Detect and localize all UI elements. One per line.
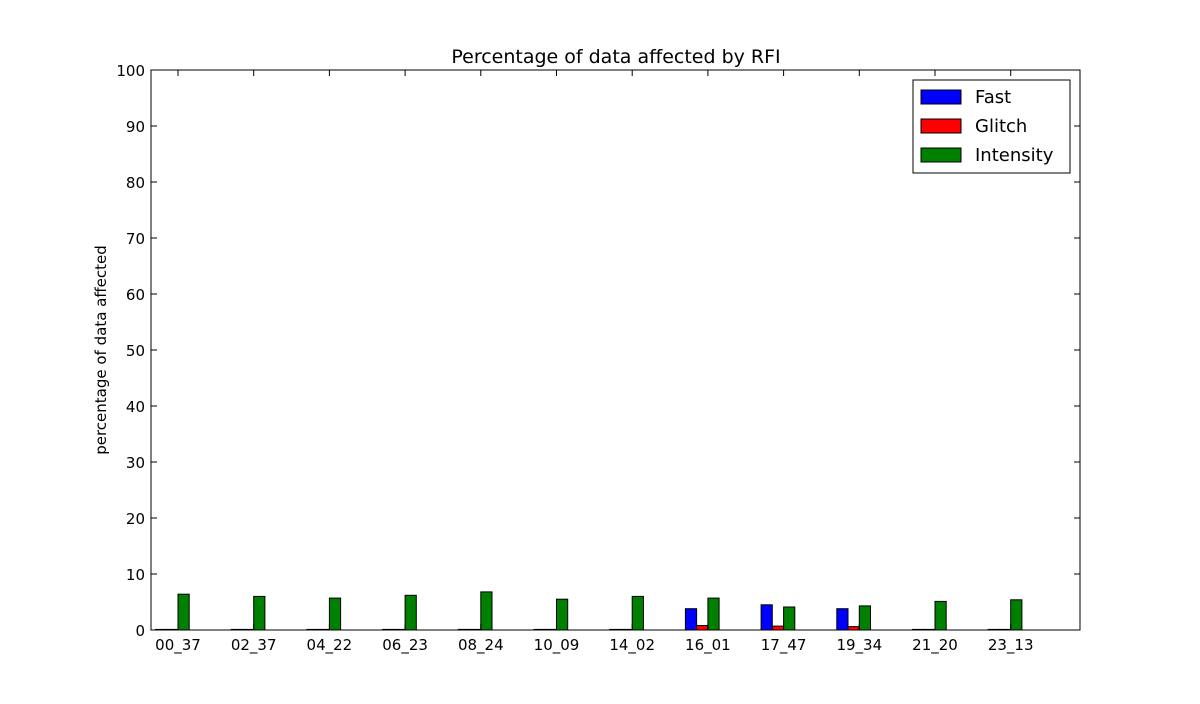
legend-swatch-intensity (920, 147, 962, 163)
bar-glitch-16_01 (696, 625, 709, 631)
bar-intensity-21_20 (934, 600, 947, 631)
x-tick-label: 19_34 (836, 636, 882, 655)
legend-label-glitch: Glitch (975, 116, 1027, 137)
plot-frame (150, 69, 1081, 631)
x-tick-label: 16_01 (685, 636, 731, 655)
y-tick-label: 60 (126, 286, 145, 304)
ticks-layer: 0 10 20 30 40 50 60 70 80 90 100 00_37 02_37 04_22 06_… (116, 62, 1080, 655)
bar-fast-16_01 (684, 608, 698, 631)
bar-intensity-10_09 (556, 598, 569, 631)
y-tick-label: 80 (126, 174, 145, 192)
x-tick-label: 06_23 (382, 636, 428, 655)
x-tick-label: 17_47 (761, 636, 807, 655)
legend-swatch-glitch (920, 118, 962, 134)
y-tick-label: 50 (126, 342, 145, 360)
bar-glitch-19_34 (847, 626, 860, 631)
y-tick-label: 0 (135, 622, 145, 640)
y-tick-label: 30 (126, 454, 145, 472)
y-axis-label: percentage of data affected (92, 245, 110, 455)
y-tick-label: 90 (126, 118, 145, 136)
bars-layer (155, 591, 1023, 631)
bar-intensity-14_02 (631, 595, 644, 631)
bar-intensity-17_47 (783, 606, 796, 631)
x-tick-label: 00_37 (155, 636, 201, 655)
y-tick-label: 40 (126, 398, 145, 416)
x-tick-label: 02_37 (231, 636, 277, 655)
y-tick-label: 10 (126, 566, 145, 584)
legend-label-fast: Fast (975, 87, 1011, 108)
x-tick-label: 04_22 (307, 636, 353, 655)
bar-glitch-17_47 (771, 625, 784, 631)
y-tick-label: 20 (126, 510, 145, 528)
bar-intensity-04_22 (328, 597, 342, 631)
bar-intensity-19_34 (858, 605, 871, 631)
x-tick-label: 21_20 (912, 636, 958, 655)
bar-fast-19_34 (836, 608, 849, 631)
bar-intensity-02_37 (253, 595, 266, 631)
chart-title: Percentage of data affected by RFI (451, 46, 780, 68)
bar-intensity-23_13 (1010, 599, 1023, 631)
x-tick-label: 08_24 (458, 636, 504, 655)
bar-intensity-16_01 (707, 597, 720, 631)
x-tick-label: 14_02 (609, 636, 655, 655)
bar-intensity-06_23 (404, 594, 417, 631)
legend-label-intensity: Intensity (975, 145, 1054, 166)
legend-swatch-fast (920, 89, 962, 105)
y-tick-label: 100 (116, 62, 145, 80)
bar-fast-17_47 (760, 604, 773, 631)
y-tick-label: 70 (126, 230, 145, 248)
x-tick-label: 10_09 (534, 636, 580, 655)
x-tick-label: 23_13 (988, 636, 1034, 655)
bar-intensity-08_24 (480, 591, 493, 631)
bar-intensity-00_37 (177, 593, 190, 631)
legend: Fast Glitch Intensity (912, 79, 1071, 174)
